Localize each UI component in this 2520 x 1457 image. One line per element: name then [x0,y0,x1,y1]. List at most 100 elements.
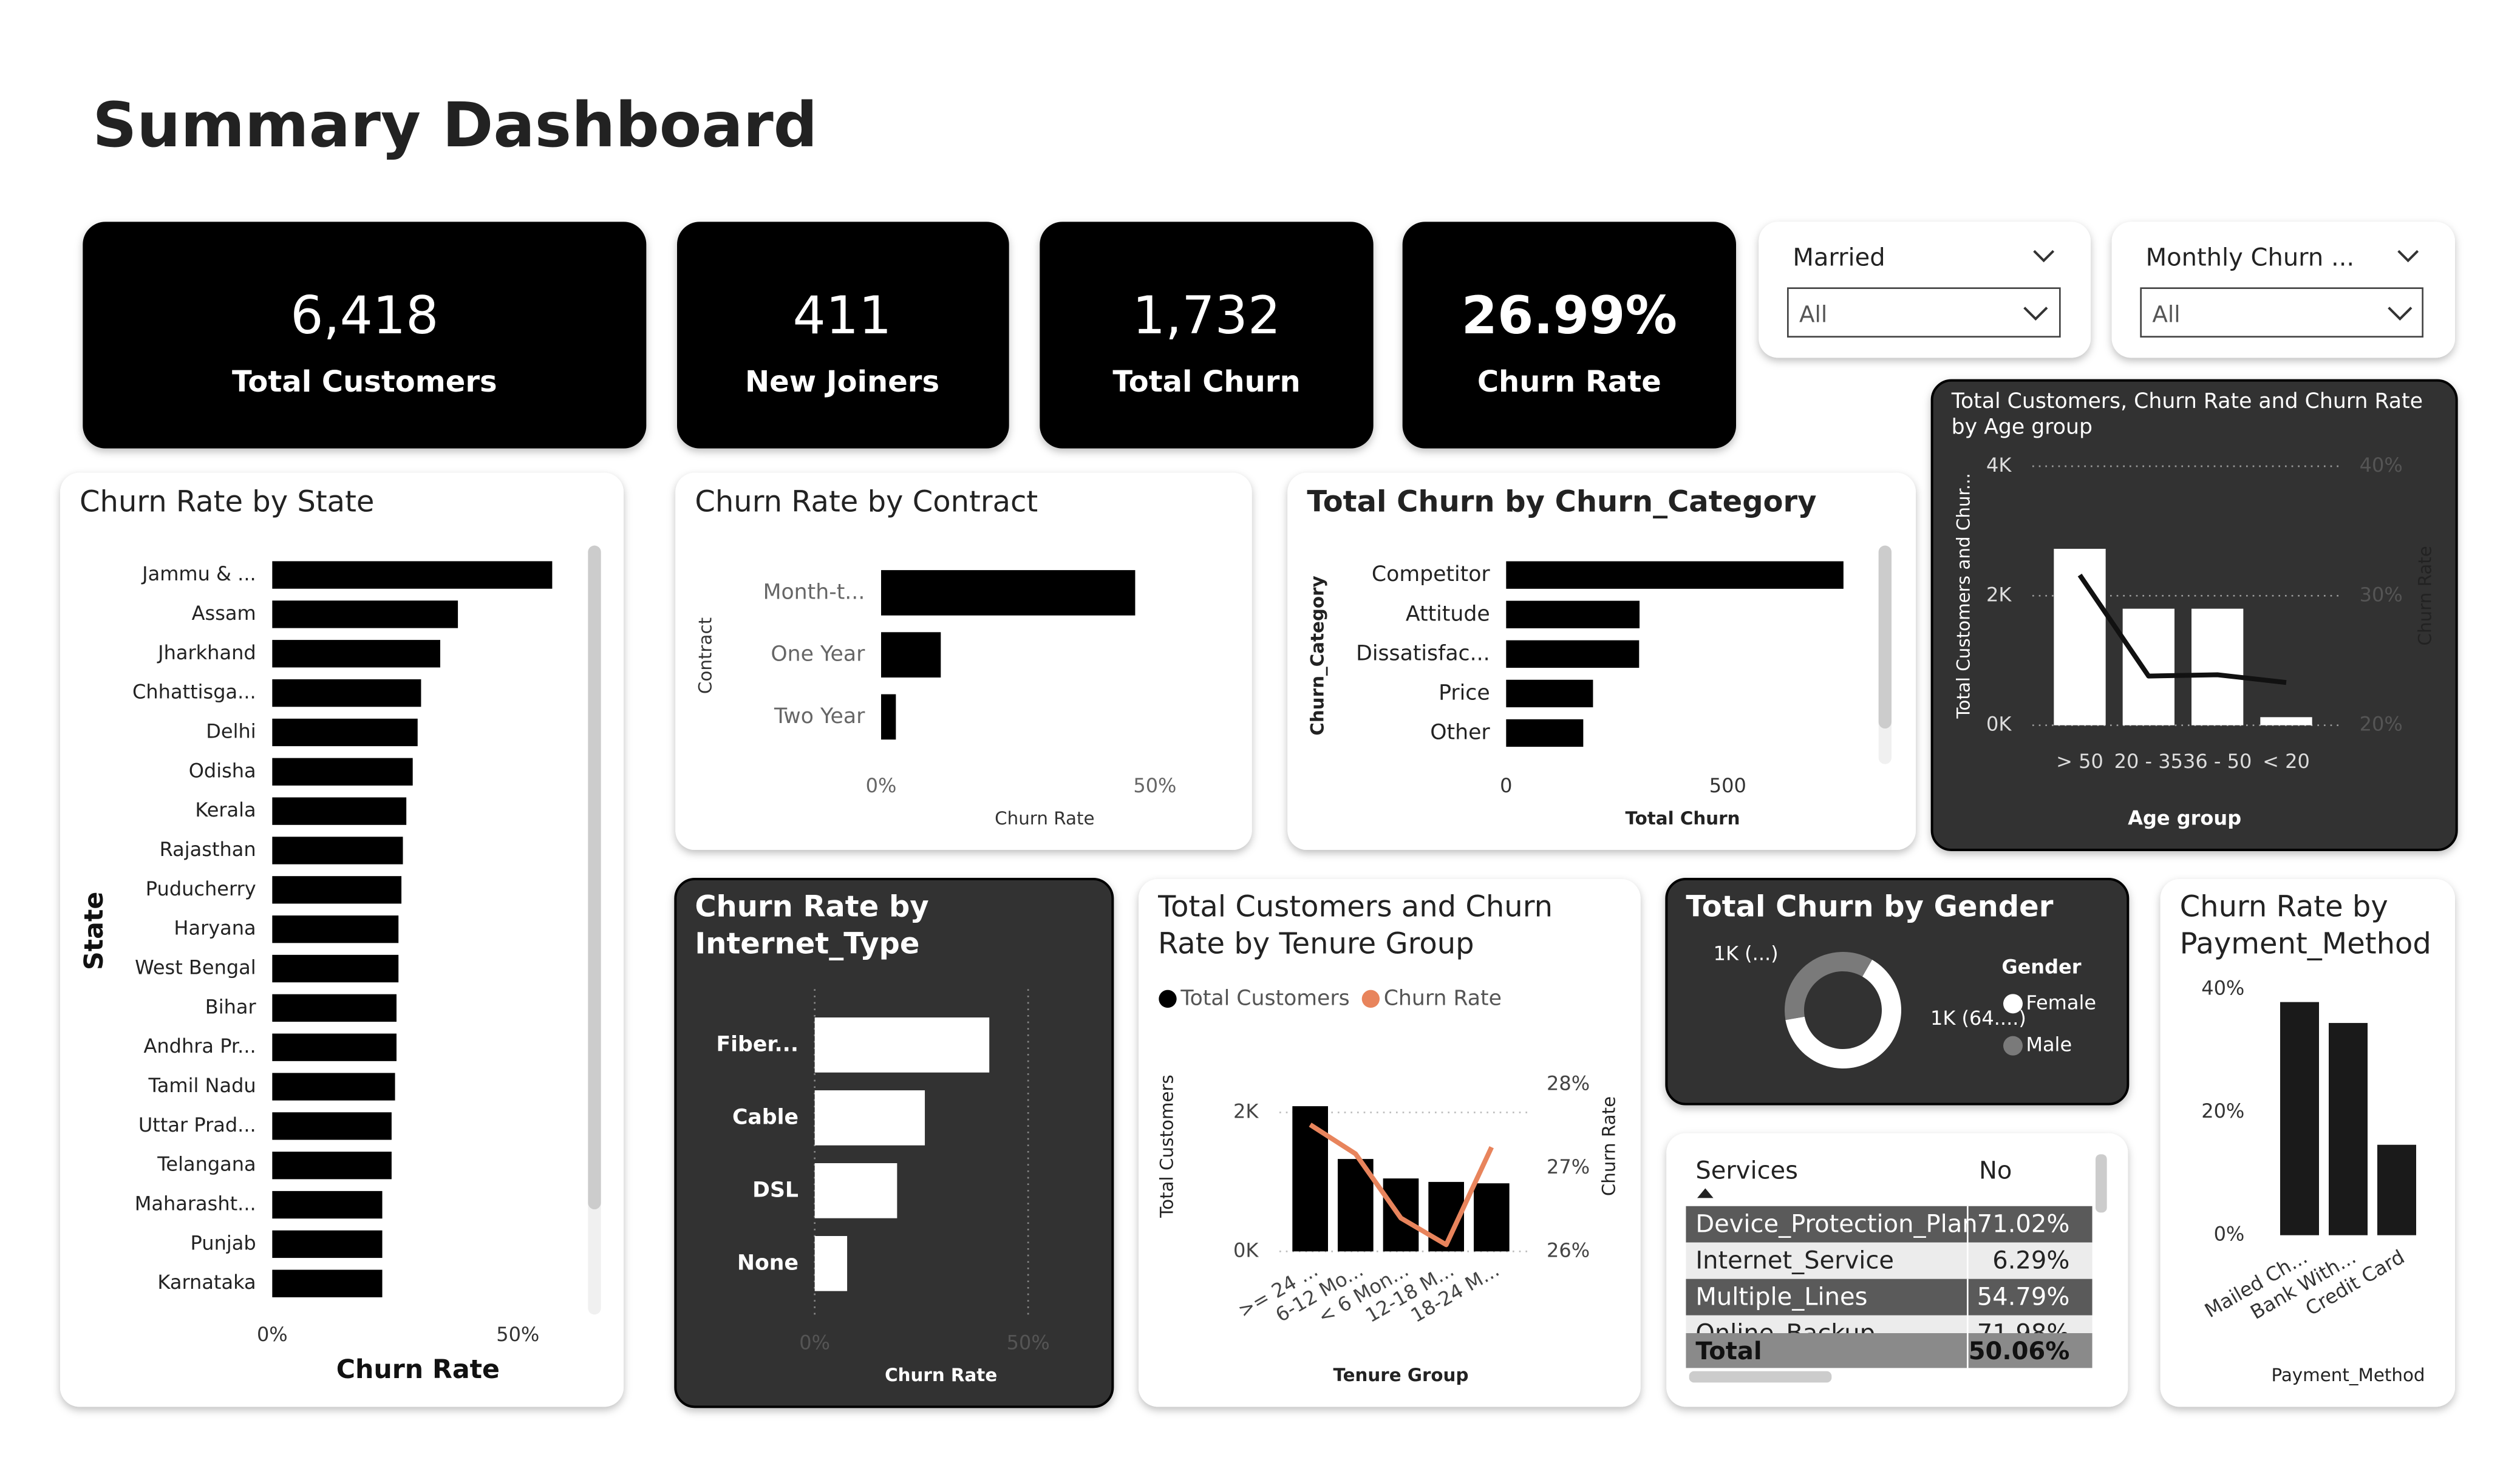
x-axis-title: Churn Rate [995,808,1094,829]
bar [272,1073,395,1101]
chart-title: Total Customers, Churn Rate and Churn Ra… [1951,390,2423,441]
legend-label: Total Customers [1180,986,1349,1010]
y-axis-title: Churn_Category [1307,576,1328,735]
y-tick-label: Fiber... [716,1032,799,1056]
y-tick-label: Dissatisfac... [1356,641,1490,665]
chart-title-box: Total Customers, Churn Rate and Churn Ra… [1951,390,2423,441]
y2-tick-label: 20% [2360,713,2403,736]
y-tick-label: Delhi [206,719,256,742]
slicer-label: Monthly Churn ... [2146,244,2354,272]
bar [881,694,896,740]
x-tick-label: > 50 [2056,750,2103,773]
kpi-card [83,222,647,449]
y-axis-title: State [79,892,109,970]
y-tick-label: Competitor [1372,562,1490,586]
legend-marker [1159,990,1177,1008]
table-row [1686,1206,2093,1243]
bar [2377,1144,2416,1235]
line [1309,1122,1494,1248]
chart-title: Churn Rate by Internet_Type [695,890,929,961]
y-tick-label: Maharasht... [135,1192,256,1215]
scroll-thumb[interactable] [588,545,601,1209]
y-tick-label: Tamil Nadu [148,1074,256,1097]
legend-marker [1361,990,1380,1008]
table-cell: Total [1695,1337,1762,1365]
bar [1506,719,1584,747]
y-tick-label: 2K [1986,583,2012,606]
y2-tick-label: 26% [1547,1238,1590,1262]
kpi-label: Churn Rate [1477,365,1661,399]
chart-title: Total Churn by Churn_Category [1307,486,1817,520]
donut-slice [1785,959,1902,1068]
bar [2329,1023,2368,1235]
donut-slice [1785,952,1872,1021]
bar [1506,600,1640,628]
x-tick-label: 0 [1500,774,1512,797]
y-tick-label: Kerala [195,798,256,821]
bar [1506,640,1640,668]
scroll-thumb[interactable] [2096,1154,2107,1213]
y-tick-label: 0% [2214,1223,2245,1246]
y-tick-label: Karnataka [157,1271,256,1294]
dropdown[interactable] [2140,287,2423,338]
kpi-value: 6,418 [290,286,438,346]
y-tick-label: Other [1430,720,1490,744]
bar [814,1017,990,1073]
x-tick-label: < 20 [2263,750,2310,773]
chart-title-box: Churn Rate by Internet_Type [695,890,929,961]
chart-title-box: Total Churn by Gender [1686,891,2053,925]
y-tick-label: Andhra Pr... [143,1034,256,1058]
x-tick-label: 20 - 35 [2114,750,2183,773]
chart-title-box: Churn Rate by State [80,486,374,520]
bar [2260,717,2312,725]
y-tick-label: Jammu & ... [141,562,256,585]
table-cell: 54.79% [1977,1283,2070,1311]
bar [272,994,397,1022]
bar [272,876,402,904]
chart-title-box: Total Customers and Churn Rate by Tenure… [1158,891,1553,961]
table-cell: 50.06% [1969,1337,2070,1365]
table-cell: 71.02% [1977,1211,2070,1238]
y2-tick-label: 30% [2360,583,2403,606]
chevron [2033,250,2055,263]
bar [881,570,1136,616]
table-cell: Internet_Service [1695,1247,1894,1275]
bar [1506,561,1844,589]
bar [272,1033,397,1061]
scroll-thumb[interactable] [1878,545,1892,728]
kpis: 6,418 Total Customers 411 New Joiners 1,… [232,286,1677,399]
x-tick-label: 0% [799,1331,830,1354]
y-tick-label: Telangana [157,1153,256,1176]
y-tick-label: Price [1439,681,1490,705]
bar [1292,1106,1328,1252]
bar [1506,679,1593,708]
scroll-thumb[interactable] [1689,1371,1832,1383]
bar [2122,608,2174,725]
panel [675,472,1252,850]
chart-title-box: Churn Rate by Payment_Method [2180,891,2431,961]
x-axis-title: Total Churn [1626,808,1740,829]
x-axis-title: Payment_Method [2271,1365,2425,1385]
column-header: Services [1695,1157,1798,1185]
table-cell: Device_Protection_Plan [1695,1211,1977,1238]
bar [272,954,399,983]
y-tick-label: 0K [1233,1238,1259,1262]
y-tick-label: Jharkhand [157,641,256,664]
kpi-value: 1,732 [1132,286,1281,346]
dropdown[interactable] [1787,287,2061,338]
x-axis-title: Churn Rate [885,1365,997,1385]
y-tick-label: Punjab [191,1231,256,1254]
sort-indicator [1697,1188,1714,1198]
slicer-label: Married [1793,244,1885,272]
table-body: Device_Protection_Plan 71.02% Internet_Ser… [1686,1206,2093,1368]
chart-title: Churn Rate by Contract [695,486,1038,520]
column-header: No [1979,1157,2012,1185]
y-tick-label: 2K [1233,1099,1259,1122]
y-tick-label: Uttar Prad... [138,1113,256,1136]
bar [272,1112,392,1140]
bar [814,1163,897,1218]
bar [272,640,440,668]
bar [272,758,413,786]
x-tick-label: 500 [1709,774,1746,797]
